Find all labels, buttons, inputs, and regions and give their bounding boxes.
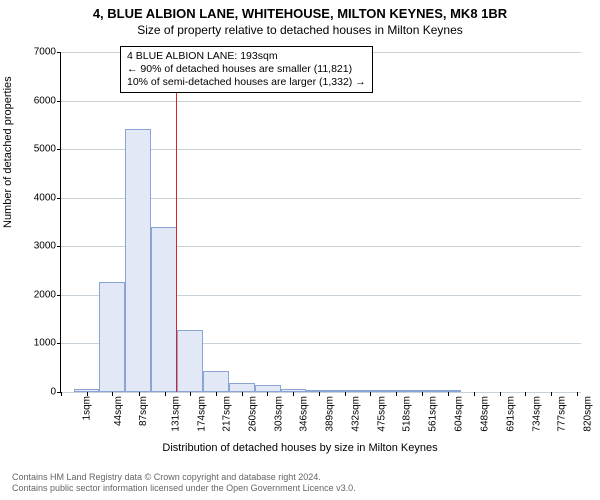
xtick-mark	[422, 392, 423, 396]
ytick-label: 4000	[26, 192, 56, 203]
annotation-line3: 10% of semi-detached houses are larger (…	[127, 76, 366, 89]
ytick-label: 0	[26, 387, 56, 398]
xtick-mark	[577, 392, 578, 396]
xtick-label: 432sqm	[350, 396, 361, 432]
annotation-line2: ← 90% of detached houses are smaller (11…	[127, 63, 366, 76]
x-axis-label: Distribution of detached houses by size …	[0, 442, 600, 454]
histogram-bar	[255, 385, 281, 392]
xtick-mark	[474, 392, 475, 396]
chart-title-sub: Size of property relative to detached ho…	[0, 21, 600, 37]
xtick-mark	[190, 392, 191, 396]
ytick-label: 1000	[26, 338, 56, 349]
xtick-label: 174sqm	[196, 396, 207, 432]
ytick-mark	[57, 101, 61, 102]
ytick-label: 5000	[26, 144, 56, 155]
xtick-mark	[87, 392, 88, 396]
xtick-label: 734sqm	[531, 396, 542, 432]
xtick-label: 131sqm	[170, 396, 181, 432]
xtick-label: 518sqm	[402, 396, 413, 432]
histogram-bar	[229, 383, 255, 392]
xtick-label: 260sqm	[248, 396, 259, 432]
xtick-mark	[242, 392, 243, 396]
chart-container: 4, BLUE ALBION LANE, WHITEHOUSE, MILTON …	[0, 0, 600, 500]
histogram-bar	[177, 330, 203, 392]
xtick-mark	[165, 392, 166, 396]
xtick-mark	[216, 392, 217, 396]
ytick-label: 2000	[26, 289, 56, 300]
xtick-label: 820sqm	[583, 396, 594, 432]
y-axis-label: Number of detached properties	[2, 76, 14, 228]
histogram-bar	[151, 227, 177, 392]
ytick-label: 3000	[26, 241, 56, 252]
footer-line1: Contains HM Land Registry data © Crown c…	[12, 472, 356, 483]
ytick-mark	[57, 343, 61, 344]
xtick-mark	[61, 392, 62, 396]
xtick-label: 217sqm	[222, 396, 233, 432]
ytick-mark	[57, 149, 61, 150]
xtick-label: 346sqm	[299, 396, 310, 432]
histogram-bar	[99, 282, 125, 392]
xtick-mark	[525, 392, 526, 396]
histogram-bar	[125, 129, 151, 392]
xtick-mark	[448, 392, 449, 396]
xtick-label: 303sqm	[273, 396, 284, 432]
gridline	[61, 101, 581, 102]
xtick-mark	[370, 392, 371, 396]
plot-area: 1sqm44sqm87sqm131sqm174sqm217sqm260sqm30…	[60, 52, 581, 393]
ytick-mark	[57, 246, 61, 247]
xtick-mark	[500, 392, 501, 396]
xtick-label: 777sqm	[557, 396, 568, 432]
histogram-bar	[203, 371, 229, 392]
xtick-label: 648sqm	[480, 396, 491, 432]
xtick-mark	[139, 392, 140, 396]
xtick-mark	[551, 392, 552, 396]
annotation-box: 4 BLUE ALBION LANE: 193sqm ← 90% of deta…	[120, 46, 373, 93]
xtick-label: 561sqm	[428, 396, 439, 432]
xtick-mark	[319, 392, 320, 396]
xtick-mark	[293, 392, 294, 396]
ytick-mark	[57, 295, 61, 296]
xtick-label: 1sqm	[81, 396, 92, 420]
xtick-mark	[396, 392, 397, 396]
ytick-label: 6000	[26, 95, 56, 106]
ytick-mark	[57, 52, 61, 53]
annotation-line1: 4 BLUE ALBION LANE: 193sqm	[127, 50, 366, 63]
xtick-label: 44sqm	[113, 396, 124, 426]
xtick-mark	[345, 392, 346, 396]
xtick-label: 475sqm	[376, 396, 387, 432]
xtick-label: 87sqm	[138, 396, 149, 426]
footer-attribution: Contains HM Land Registry data © Crown c…	[12, 472, 356, 494]
xtick-mark	[267, 392, 268, 396]
xtick-mark	[112, 392, 113, 396]
xtick-label: 691sqm	[505, 396, 516, 432]
ytick-mark	[57, 198, 61, 199]
chart-title-main: 4, BLUE ALBION LANE, WHITEHOUSE, MILTON …	[0, 0, 600, 21]
property-marker-line	[176, 52, 177, 392]
footer-line2: Contains public sector information licen…	[12, 483, 356, 494]
xtick-label: 604sqm	[453, 396, 464, 432]
xtick-label: 389sqm	[325, 396, 336, 432]
ytick-label: 7000	[26, 47, 56, 58]
